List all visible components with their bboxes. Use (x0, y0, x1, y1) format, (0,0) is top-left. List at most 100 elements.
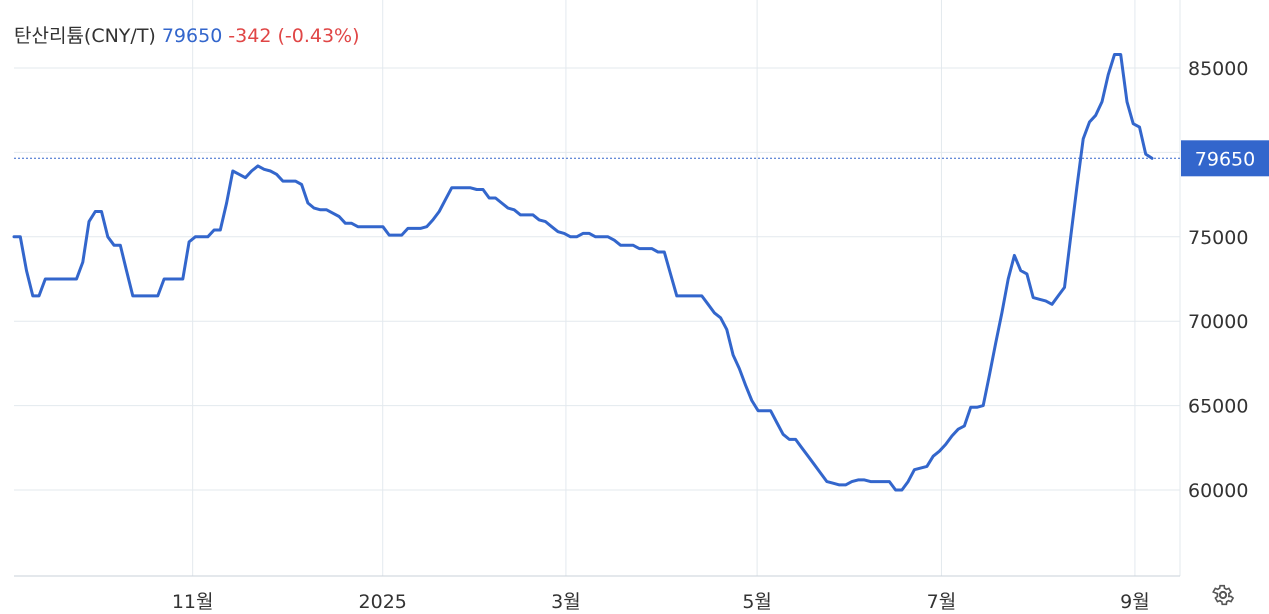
data-point (863, 478, 866, 481)
data-point (325, 208, 328, 211)
data-point (231, 170, 234, 173)
data-point (238, 173, 241, 176)
data-point (1013, 254, 1016, 257)
data-point (1138, 126, 1141, 129)
data-point (807, 455, 810, 458)
data-point (700, 294, 703, 297)
data-point (350, 222, 353, 225)
data-point (963, 424, 966, 427)
data-point (1038, 298, 1041, 301)
data-point (100, 210, 103, 213)
data-point (744, 384, 747, 387)
data-point (782, 433, 785, 436)
data-point (675, 294, 678, 297)
data-point (413, 227, 416, 230)
data-point (850, 480, 853, 483)
data-point (463, 186, 466, 189)
data-point (719, 316, 722, 319)
y-tick-label: 60000 (1188, 480, 1248, 502)
data-point (988, 374, 991, 377)
data-point (300, 183, 303, 186)
data-point (163, 278, 166, 281)
data-point (263, 168, 266, 171)
data-point (375, 225, 378, 228)
data-point (169, 278, 172, 281)
x-tick-label: 2025 (359, 591, 407, 613)
data-point (994, 342, 997, 345)
gear-icon[interactable] (1210, 582, 1236, 608)
price-change: -342 (-0.43%) (228, 25, 360, 47)
data-point (582, 232, 585, 235)
data-point (1051, 303, 1054, 306)
data-point (875, 480, 878, 483)
data-point (1076, 185, 1079, 188)
data-point (294, 180, 297, 183)
data-point (1151, 157, 1154, 160)
y-tick-label: 85000 (1188, 58, 1248, 80)
data-point (932, 455, 935, 458)
data-point (594, 235, 597, 238)
data-point (1144, 153, 1147, 156)
data-point (394, 234, 397, 237)
data-point (275, 173, 278, 176)
data-point (788, 438, 791, 441)
data-point (369, 225, 372, 228)
data-point (763, 409, 766, 412)
data-point (519, 213, 522, 216)
data-point (431, 218, 434, 221)
y-tick-label: 75000 (1188, 227, 1248, 249)
data-point (750, 399, 753, 402)
data-point (494, 197, 497, 200)
data-point (644, 247, 647, 250)
data-point (557, 230, 560, 233)
data-point (338, 215, 341, 218)
data-point (632, 244, 635, 247)
data-point (732, 354, 735, 357)
data-point (950, 435, 953, 438)
data-point (825, 480, 828, 483)
data-point (688, 294, 691, 297)
data-point (406, 227, 409, 230)
data-point (75, 278, 78, 281)
data-point (438, 210, 441, 213)
data-point (1132, 122, 1135, 125)
data-point (19, 235, 22, 238)
data-point (1000, 311, 1003, 314)
data-point (175, 278, 178, 281)
data-point (757, 409, 760, 412)
y-tick-label: 65000 (1188, 396, 1248, 418)
data-point (944, 443, 947, 446)
data-point (482, 188, 485, 191)
data-point (969, 406, 972, 409)
data-point (813, 463, 816, 466)
data-point (525, 213, 528, 216)
data-point (738, 367, 741, 370)
data-point (38, 294, 41, 297)
data-point (844, 483, 847, 486)
data-point (1088, 121, 1091, 124)
data-point (194, 235, 197, 238)
data-point (219, 229, 222, 232)
data-point (613, 239, 616, 242)
data-point (156, 294, 159, 297)
data-point (625, 244, 628, 247)
data-point (475, 188, 478, 191)
data-point (488, 197, 491, 200)
data-point (725, 328, 728, 331)
data-point (913, 468, 916, 471)
data-point (507, 207, 510, 210)
data-point (563, 232, 566, 235)
data-point (363, 225, 366, 228)
data-point (44, 278, 47, 281)
data-point (938, 450, 941, 453)
data-point (250, 170, 253, 173)
data-point (319, 208, 322, 211)
data-point (256, 164, 259, 167)
data-point (600, 235, 603, 238)
data-point (663, 251, 666, 254)
data-point (56, 278, 59, 281)
data-point (538, 218, 541, 221)
data-point (1063, 286, 1066, 289)
data-point (894, 489, 897, 492)
data-point (1119, 53, 1122, 56)
